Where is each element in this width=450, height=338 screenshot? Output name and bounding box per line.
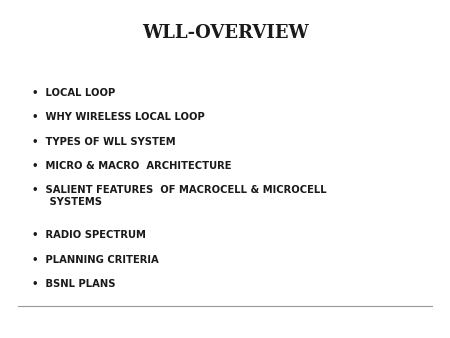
Text: •  BSNL PLANS: • BSNL PLANS xyxy=(32,279,115,289)
Text: •  TYPES OF WLL SYSTEM: • TYPES OF WLL SYSTEM xyxy=(32,137,175,147)
Text: •  PLANNING CRITERIA: • PLANNING CRITERIA xyxy=(32,255,158,265)
Text: •  RADIO SPECTRUM: • RADIO SPECTRUM xyxy=(32,230,145,240)
Text: WLL-OVERVIEW: WLL-OVERVIEW xyxy=(142,24,308,42)
Text: •  WHY WIRELESS LOCAL LOOP: • WHY WIRELESS LOCAL LOOP xyxy=(32,112,204,122)
Text: •  SALIENT FEATURES  OF MACROCELL & MICROCELL
     SYSTEMS: • SALIENT FEATURES OF MACROCELL & MICROC… xyxy=(32,185,326,207)
Text: •  MICRO & MACRO  ARCHITECTURE: • MICRO & MACRO ARCHITECTURE xyxy=(32,161,231,171)
Text: •  LOCAL LOOP: • LOCAL LOOP xyxy=(32,88,115,98)
